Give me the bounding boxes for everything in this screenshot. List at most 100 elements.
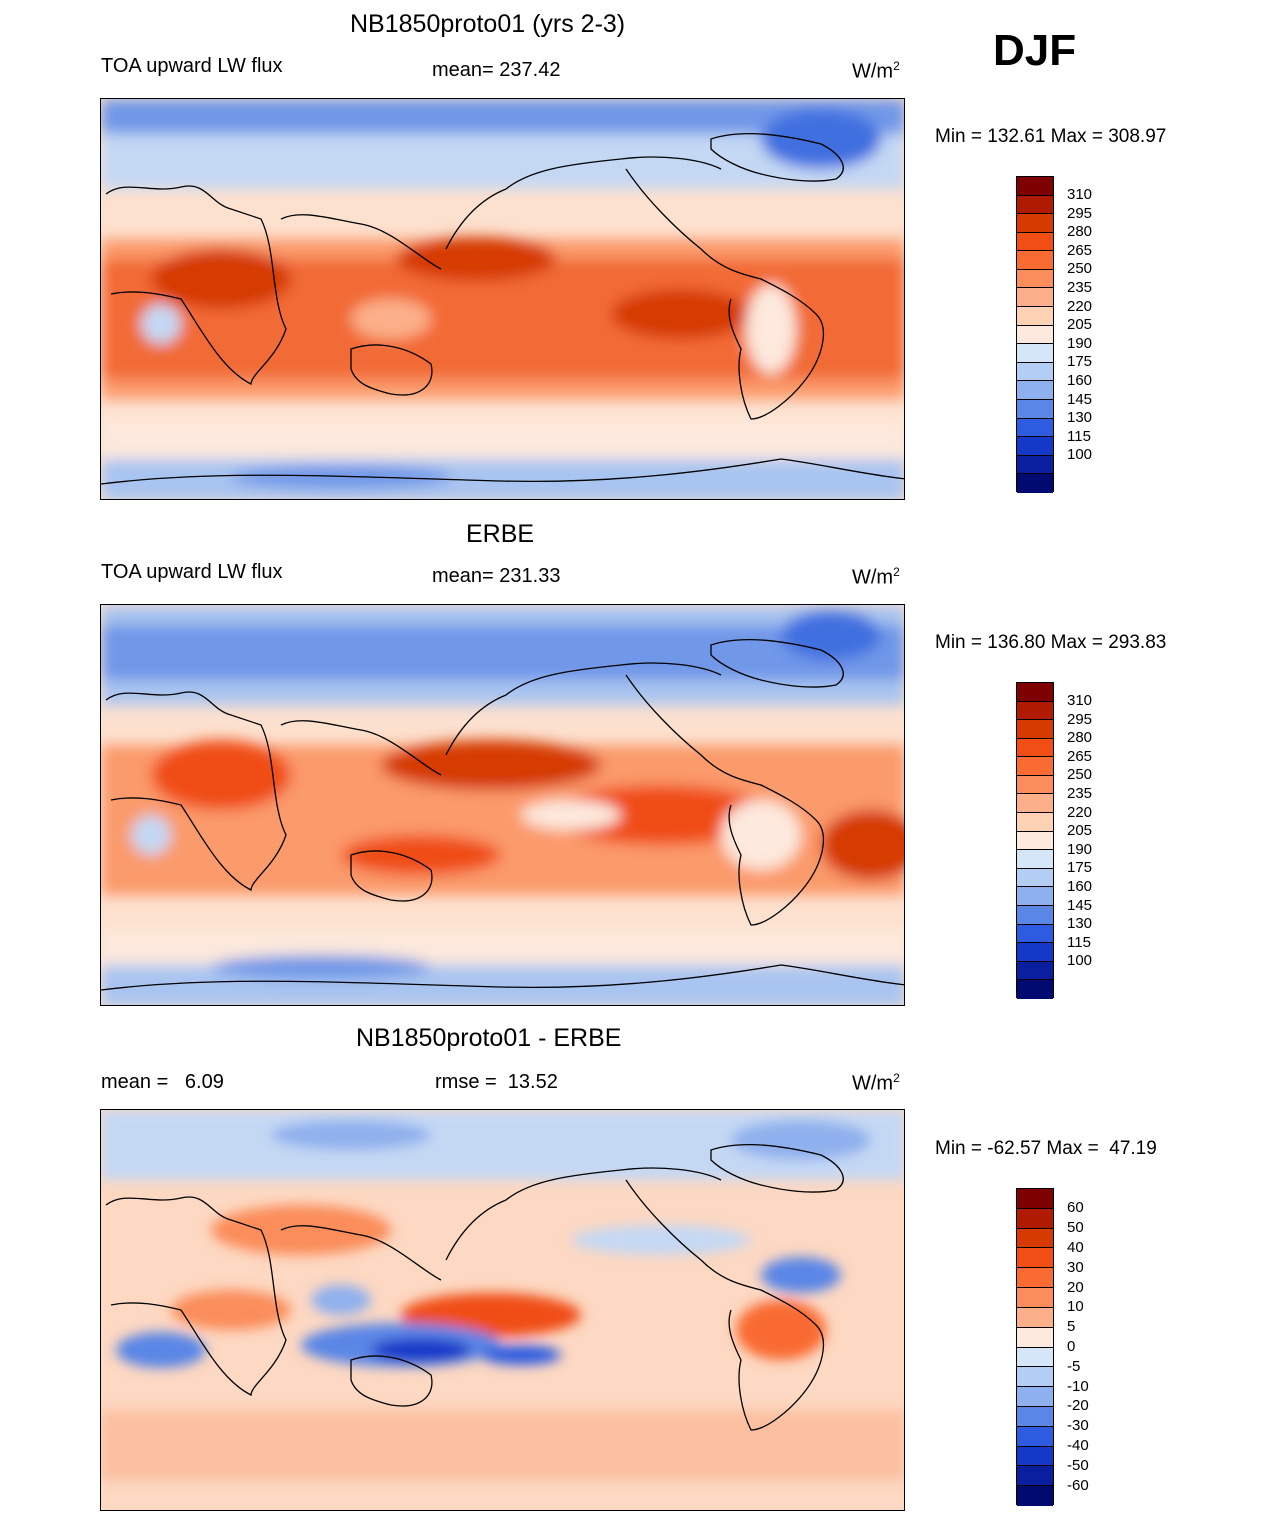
colorbar-tick-label: 295	[1067, 204, 1093, 222]
colorbar-swatch	[1017, 325, 1053, 345]
colorbar-tick-label: 190	[1067, 840, 1093, 858]
colorbar-tick-label: 235	[1067, 279, 1093, 297]
panel1-map	[100, 98, 905, 500]
colorbar-swatch	[1017, 720, 1053, 739]
colorbar-swatch	[1017, 1208, 1053, 1229]
colorbar-tick-label: -60	[1067, 1476, 1089, 1494]
colorbar-tick-label: 220	[1067, 803, 1093, 821]
colorbar-swatch	[1017, 1327, 1053, 1348]
colorbar-swatch	[1017, 1228, 1053, 1249]
colorbar-swatch	[1017, 1387, 1053, 1407]
colorbar-tick-label: 175	[1067, 353, 1093, 371]
colorbar-tick-label: 10	[1067, 1298, 1084, 1316]
colorbar-tick-label: 280	[1067, 729, 1093, 747]
colorbar-tick-label: 235	[1067, 785, 1093, 803]
colorbar-swatch	[1017, 214, 1053, 233]
panel3-minmax: Min = -62.57 Max = 47.19	[935, 1138, 1157, 1159]
colorbar-swatch	[1017, 1426, 1053, 1447]
colorbar-swatch	[1017, 344, 1053, 363]
colorbar-tick-label: 30	[1067, 1258, 1084, 1276]
colorbar-swatch	[1017, 474, 1053, 493]
colorbar-tick-label: -5	[1067, 1357, 1081, 1375]
colorbar-tick-label: 145	[1067, 896, 1093, 914]
colorbar-tick-label: 205	[1067, 316, 1093, 334]
colorbar-tick-label: 205	[1067, 822, 1093, 840]
colorbar-swatch	[1017, 905, 1053, 925]
colorbar-swatch	[1017, 232, 1053, 252]
colorbar-swatch	[1017, 381, 1053, 400]
colorbar-tick-label: 250	[1067, 766, 1093, 784]
panel2-colorbar	[1016, 682, 1054, 999]
colorbar-swatch	[1017, 813, 1053, 832]
colorbar-swatch	[1017, 683, 1053, 702]
colorbar-swatch	[1017, 251, 1053, 270]
colorbar-swatch	[1017, 269, 1053, 289]
panel1-units: W/m2	[852, 59, 900, 83]
colorbar-swatch	[1017, 437, 1053, 456]
colorbar-swatch	[1017, 850, 1053, 869]
colorbar-swatch	[1017, 1189, 1053, 1209]
colorbar-tick-label: 100	[1067, 446, 1093, 464]
colorbar-tick-label: 115	[1067, 933, 1091, 951]
colorbar-swatch	[1017, 362, 1053, 382]
colorbar-swatch	[1017, 399, 1053, 419]
colorbar-swatch	[1017, 738, 1053, 758]
colorbar-swatch	[1017, 961, 1053, 981]
colorbar-tick-label: 60	[1067, 1199, 1084, 1217]
colorbar-swatch	[1017, 701, 1053, 721]
panel2-units: W/m2	[852, 565, 900, 589]
colorbar-swatch	[1017, 455, 1053, 475]
colorbar-swatch	[1017, 1406, 1053, 1427]
panel2-variable-label: TOA upward LW flux	[101, 561, 283, 583]
colorbar-swatch	[1017, 943, 1053, 962]
colorbar-swatch	[1017, 1288, 1053, 1308]
colorbar-tick-label: 295	[1067, 710, 1093, 728]
panel3-colorbar	[1016, 1188, 1054, 1506]
colorbar-swatch	[1017, 1446, 1053, 1467]
colorbar-swatch	[1017, 794, 1053, 814]
colorbar-swatch	[1017, 1367, 1053, 1388]
colorbar-tick-label: 175	[1067, 859, 1093, 877]
colorbar-tick-label: 0	[1067, 1338, 1076, 1355]
season-label: DJF	[993, 26, 1077, 75]
colorbar-tick-label: -10	[1067, 1377, 1089, 1395]
panel2-title: ERBE	[466, 520, 535, 548]
colorbar-tick-label: 160	[1067, 371, 1093, 389]
panel2-map	[100, 604, 905, 1006]
panel3-mean-label: mean = 6.09	[101, 1071, 224, 1093]
colorbar-swatch	[1017, 1466, 1053, 1487]
colorbar-tick-label: 5	[1067, 1318, 1076, 1336]
panel3-units: W/m2	[852, 1071, 900, 1095]
colorbar-tick-label: 160	[1067, 877, 1093, 895]
colorbar-tick-label: -20	[1067, 1397, 1089, 1415]
panel1-variable-label: TOA upward LW flux	[101, 55, 283, 77]
colorbar-tick-label: 250	[1067, 260, 1093, 278]
colorbar-tick-label: -50	[1067, 1456, 1089, 1474]
colorbar-swatch	[1017, 177, 1053, 196]
colorbar-swatch	[1017, 887, 1053, 906]
colorbar-tick-label: 310	[1067, 186, 1093, 204]
panel1-minmax: Min = 132.61 Max = 308.97	[935, 126, 1167, 147]
colorbar-swatch	[1017, 195, 1053, 215]
colorbar-tick-label: 40	[1067, 1238, 1084, 1256]
colorbar-tick-label: 100	[1067, 952, 1093, 970]
panel2-mean-label: mean= 231.33	[432, 565, 561, 587]
colorbar-swatch	[1017, 831, 1053, 851]
panel2-minmax: Min = 136.80 Max = 293.83	[935, 632, 1167, 653]
colorbar-tick-label: 130	[1067, 915, 1093, 933]
colorbar-tick-label: 50	[1067, 1219, 1084, 1237]
colorbar-tick-label: -30	[1067, 1417, 1089, 1435]
colorbar-swatch	[1017, 980, 1053, 999]
panel3-map	[100, 1109, 905, 1511]
colorbar-swatch	[1017, 1268, 1053, 1289]
colorbar-tick-label: 190	[1067, 334, 1093, 352]
panel3-rmse-label: rmse = 13.52	[435, 1071, 558, 1093]
colorbar-swatch	[1017, 1347, 1053, 1368]
panel1-mean-label: mean= 237.42	[432, 59, 561, 81]
colorbar-tick-label: -40	[1067, 1437, 1089, 1455]
colorbar-tick-label: 220	[1067, 297, 1093, 315]
colorbar-swatch	[1017, 1486, 1053, 1506]
colorbar-swatch	[1017, 868, 1053, 888]
colorbar-swatch	[1017, 307, 1053, 326]
colorbar-swatch	[1017, 757, 1053, 776]
